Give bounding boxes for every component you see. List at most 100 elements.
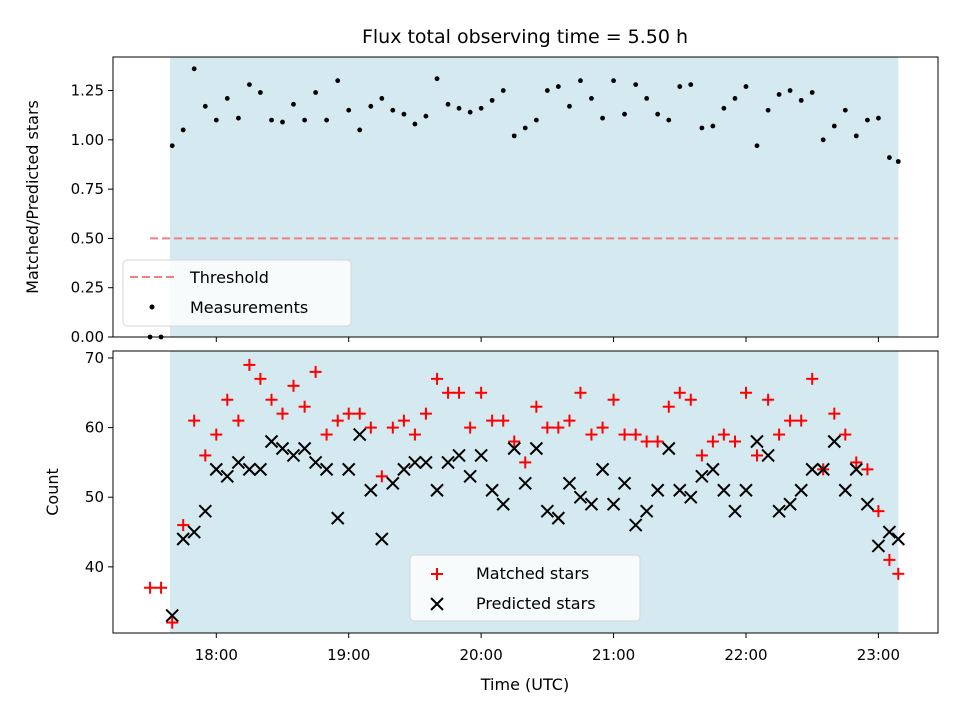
matched-star-point xyxy=(739,386,752,399)
legend-matched-label: Matched stars xyxy=(476,564,589,583)
y-tick-label: 40 xyxy=(85,558,104,576)
matched-star-point xyxy=(717,428,730,441)
matched-star-point xyxy=(828,407,841,420)
predicted-star-point xyxy=(728,504,742,518)
measurement-point xyxy=(809,90,815,95)
matched-star-point xyxy=(453,386,466,399)
predicted-star-point xyxy=(264,434,279,449)
measurement-point xyxy=(456,105,462,111)
measurement-point xyxy=(611,78,616,84)
predicted-star-point xyxy=(220,469,234,484)
predicted-star-point xyxy=(662,441,676,456)
measurement-point xyxy=(346,107,352,113)
predicted-star-point xyxy=(794,483,808,497)
matched-star-point xyxy=(166,616,179,629)
matched-star-point xyxy=(596,421,609,434)
measurement-point xyxy=(865,117,870,123)
matched-star-point xyxy=(684,393,697,406)
matched-star-point xyxy=(287,379,300,392)
predicted-star-point xyxy=(706,462,720,477)
predicted-star-point xyxy=(529,441,544,456)
predicted-star-point xyxy=(231,455,246,470)
matched-star-point xyxy=(386,421,399,434)
matched-star-point xyxy=(408,428,421,441)
predicted-star-point xyxy=(308,455,323,470)
x-tick-label: 22:00 xyxy=(724,646,767,664)
measurement-point xyxy=(776,92,782,97)
measurement-point xyxy=(313,90,319,95)
predicted-star-point xyxy=(584,497,599,511)
top-panel: Flux total observing time = 5.50 h 0.000… xyxy=(23,26,939,346)
y-tick-label: 70 xyxy=(85,349,104,367)
measurement-point xyxy=(820,137,826,143)
predicted-star-point xyxy=(551,511,566,525)
predicted-star-point xyxy=(595,462,610,477)
matched-star-point xyxy=(795,414,808,427)
matched-star-point xyxy=(353,407,366,420)
measurement-point xyxy=(423,113,429,119)
predicted-star-point xyxy=(430,483,444,497)
matched-star-point xyxy=(199,449,212,462)
matched-star-point xyxy=(442,386,455,399)
matched-star-point xyxy=(728,435,741,448)
y-tick-label: 60 xyxy=(85,419,104,437)
measurement-point xyxy=(302,117,308,123)
measurement-point xyxy=(357,127,363,133)
y-tick-label: 0.75 xyxy=(71,180,104,198)
matched-star-point xyxy=(762,393,775,406)
measurement-point xyxy=(280,119,285,125)
measurement-point xyxy=(478,105,484,111)
matched-star-point xyxy=(475,386,488,399)
measurement-point xyxy=(544,88,550,93)
measurement-point xyxy=(754,143,760,149)
predicted-star-point xyxy=(639,504,654,518)
predicted-star-point xyxy=(198,504,213,518)
y-tick-label: 0.50 xyxy=(71,229,104,247)
measurement-point xyxy=(743,84,749,89)
predicted-star-point xyxy=(352,427,367,442)
matched-star-point xyxy=(243,358,256,371)
measurement-point xyxy=(688,82,694,88)
predicted-star-point xyxy=(518,476,532,491)
matched-star-point xyxy=(607,393,620,406)
predicted-star-point xyxy=(606,497,621,511)
matched-star-point xyxy=(254,372,267,385)
matched-star-point xyxy=(750,449,763,462)
top-y-ticks: 0.00 0.25 0.50 0.75 1.00 1.25 xyxy=(71,82,113,346)
measurement-point xyxy=(699,125,705,131)
matched-star-point xyxy=(784,414,797,427)
top-y-axis-label: Matched/Predicted stars xyxy=(23,100,42,294)
matched-star-point xyxy=(640,435,653,448)
measurement-point xyxy=(721,105,727,111)
matched-star-point xyxy=(309,365,322,378)
measurement-point xyxy=(511,133,517,139)
predicted-star-point xyxy=(838,483,853,497)
predicted-star-point xyxy=(507,441,521,456)
measurement-point xyxy=(655,111,661,117)
matched-star-point xyxy=(695,449,708,462)
x-tick-label: 20:00 xyxy=(460,646,503,664)
predicted-star-point xyxy=(628,518,643,532)
predicted-star-point xyxy=(617,476,632,491)
measurement-point xyxy=(600,115,605,121)
predicted-star-point xyxy=(684,490,698,504)
measurement-point xyxy=(257,90,263,95)
predicted-star-point xyxy=(827,434,842,449)
matched-star-point xyxy=(541,421,554,434)
matched-star-point xyxy=(585,428,598,441)
predicted-star-point xyxy=(187,525,201,539)
predicted-star-point xyxy=(419,455,433,470)
predicted-star-point xyxy=(297,441,312,456)
measurement-point xyxy=(622,111,627,117)
predicted-star-point xyxy=(673,483,687,497)
predicted-star-point xyxy=(882,525,897,539)
top-x-ticks xyxy=(215,337,879,342)
measurement-point xyxy=(412,121,418,127)
y-tick-label: 1.00 xyxy=(71,131,104,149)
matched-star-point xyxy=(497,414,510,427)
predicted-star-point xyxy=(783,497,797,511)
matched-star-point xyxy=(364,421,377,434)
x-tick-label: 18:00 xyxy=(195,646,238,664)
predicted-star-point xyxy=(441,455,455,470)
